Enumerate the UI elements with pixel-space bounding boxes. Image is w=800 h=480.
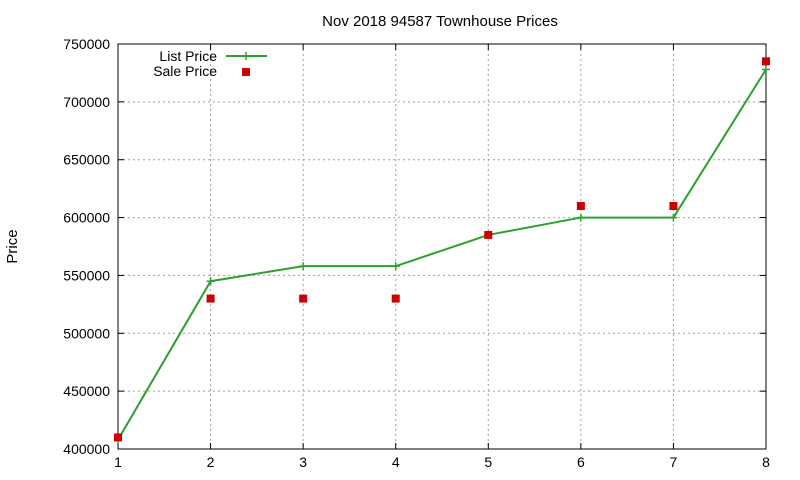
x-tick-label: 2 [207, 454, 215, 470]
data-point-sale-price [576, 202, 585, 210]
data-point-list-price [299, 262, 308, 271]
legend: List Price Sale Price [153, 48, 267, 79]
data-point-sale-price [114, 433, 122, 442]
legend-marker-list-price [242, 52, 250, 60]
x-tick-label: 5 [484, 454, 492, 470]
data-point-sale-price [206, 294, 215, 303]
data-point-list-price [576, 213, 585, 222]
x-tick-label: 8 [762, 454, 770, 470]
x-tick-label: 6 [577, 454, 585, 470]
data-point-list-price [391, 262, 400, 271]
plot-frame [117, 43, 767, 450]
y-axis-title: Price [4, 229, 21, 263]
x-tick-label: 7 [670, 454, 678, 470]
data-point-sale-price [299, 294, 308, 303]
y-tick-label: 450000 [63, 383, 110, 399]
gridlines [118, 44, 766, 449]
legend-marker-sale-price [242, 68, 250, 76]
data-point-list-price [206, 277, 215, 286]
y-tick-label: 550000 [63, 267, 110, 283]
x-tick-label: 1 [114, 454, 122, 470]
data-point-sale-price [669, 202, 678, 210]
y-tick-label: 400000 [63, 441, 110, 457]
data-point-list-price [762, 65, 770, 74]
x-tick-label: 3 [299, 454, 307, 470]
y-tick-label: 650000 [63, 152, 110, 168]
x-tick-label: 4 [392, 454, 400, 470]
data-point-sale-price [762, 57, 770, 66]
axis-ticks: 1 2 3 4 5 6 7 8 400000 450000 500000 550000 600000 65… [63, 36, 770, 470]
legend-label-sale-price: Sale Price [153, 63, 217, 79]
y-tick-label: 500000 [63, 325, 110, 341]
y-tick-label: 600000 [63, 210, 110, 226]
y-tick-label: 750000 [63, 36, 110, 52]
chart-title: Nov 2018 94587 Townhouse Prices [322, 13, 558, 30]
series-line-list-price [117, 68, 767, 441]
data-point-sale-price [484, 230, 493, 239]
series-layer [114, 57, 770, 444]
data-point-list-price [669, 213, 678, 222]
y-tick-label: 700000 [63, 94, 110, 110]
data-point-sale-price [391, 294, 400, 303]
legend-label-list-price: List Price [159, 48, 217, 64]
